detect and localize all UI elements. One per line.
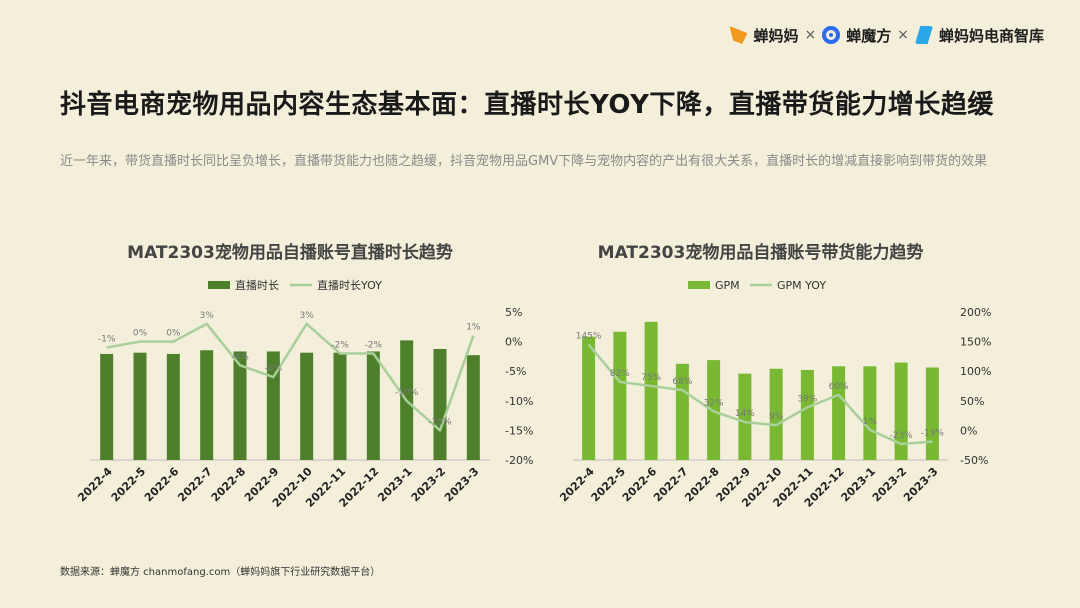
data-label: 68% <box>672 377 692 387</box>
bar <box>333 352 347 460</box>
legend-label-line: GPM YOY <box>777 279 826 292</box>
data-label: -2% <box>331 340 349 350</box>
x-tick-label: 2022-5 <box>109 465 148 504</box>
data-label: 0% <box>133 329 148 339</box>
brand-chanmofang: 蝉魔方 <box>846 26 892 45</box>
y2-tick-label: -20% <box>505 454 533 467</box>
bar <box>582 336 596 460</box>
data-label: 9% <box>769 412 784 422</box>
legend-label-line: 直播时长YOY <box>317 278 382 292</box>
data-label: -23% <box>889 431 913 441</box>
data-label: -19% <box>921 429 945 439</box>
yoy-line <box>587 343 933 446</box>
page-title: 抖音电商宠物用品内容生态基本面：直播时长YOY下降，直播带货能力增长趋缓 <box>60 90 994 120</box>
bar <box>613 331 627 460</box>
y2-tick-label: 5% <box>505 306 522 319</box>
y2-tick-label: 150% <box>960 336 991 349</box>
bar <box>300 352 314 460</box>
y2-tick-label: 0% <box>960 424 977 437</box>
bar <box>894 362 908 460</box>
legend-label-bar: GPM <box>715 279 740 292</box>
bar <box>266 351 280 460</box>
x-tick-label: 2023-2 <box>409 465 448 504</box>
bar <box>366 351 380 460</box>
bar <box>863 366 877 460</box>
data-label: -6% <box>265 364 283 374</box>
yoy-line <box>106 322 475 432</box>
page-subtitle: 近一年来，带货直播时长同比呈负增长，直播带货能力也随之趋缓，抖音宠物用品GMV下… <box>60 154 988 169</box>
gpm-chart: MAT2303宠物用品自播账号带货能力趋势 GPM GPM YOY 200% 150% 1… <box>557 242 991 510</box>
data-label: -4% <box>231 352 249 362</box>
brand-separator: × <box>897 27 909 43</box>
chart-title: MAT2303宠物用品自播账号带货能力趋势 <box>598 242 924 263</box>
bar <box>738 373 752 460</box>
data-label: 3% <box>300 311 315 321</box>
legend-swatch-bar <box>688 281 710 289</box>
data-label: 75% <box>641 373 661 383</box>
data-label: -10% <box>395 388 419 398</box>
y2-tick-label: 200% <box>960 306 991 319</box>
x-tick-label: 2022-4 <box>75 465 115 505</box>
x-tick-label: 2023-1 <box>375 465 414 504</box>
brand-zhiku: 蝉妈妈电商智库 <box>938 26 1044 45</box>
bar <box>644 321 658 460</box>
y2-tick-label: -5% <box>505 365 526 378</box>
data-label: 1% <box>863 417 878 427</box>
bar <box>133 352 147 460</box>
data-label: -1% <box>98 335 116 345</box>
brand-bar: 蝉妈妈 × 蝉魔方 × 蝉妈妈电商智库 <box>729 20 1044 50</box>
data-label: -2% <box>365 340 383 350</box>
y2-tick-label: 0% <box>505 336 522 349</box>
x-tick-label: 2022-7 <box>175 465 214 504</box>
bar <box>200 350 214 460</box>
legend-swatch-bar <box>208 281 230 289</box>
bar <box>100 353 114 460</box>
y2-tick-label: -15% <box>505 424 533 437</box>
bar <box>166 353 180 460</box>
data-label: 39% <box>797 394 817 404</box>
data-source-note: 数据来源：蝉魔方 chanmofang.com（蝉妈妈旗下行业研究数据平台） <box>60 567 381 578</box>
chart-title: MAT2303宠物用品自播账号直播时长趋势 <box>127 242 453 263</box>
chanmama-logo-icon <box>729 26 748 44</box>
data-label: -15% <box>428 417 452 427</box>
data-label: 32% <box>704 398 724 408</box>
data-label: 145% <box>576 332 602 342</box>
y2-tick-label: -50% <box>960 454 988 467</box>
zhiku-logo-icon <box>914 26 933 44</box>
x-tick-label: 2022-8 <box>209 465 248 504</box>
y2-tick-label: -10% <box>505 395 533 408</box>
data-label: 82% <box>610 369 630 379</box>
bar <box>433 349 447 460</box>
data-label: 1% <box>466 323 481 333</box>
legend-label-bar: 直播时长 <box>235 278 279 292</box>
data-label: 0% <box>166 329 181 339</box>
data-label: 3% <box>200 311 215 321</box>
bar <box>800 369 814 460</box>
brand-chanmama: 蝉妈妈 <box>753 26 799 45</box>
bar <box>675 363 689 460</box>
brand-separator: × <box>804 27 817 43</box>
bar <box>769 368 783 460</box>
bar <box>925 367 939 460</box>
x-tick-label: 2023-3 <box>901 465 940 504</box>
y2-tick-label: 50% <box>960 395 984 408</box>
y2-tick-label: 100% <box>960 365 991 378</box>
x-tick-label: 2022-6 <box>142 465 182 505</box>
x-tick-label: 2023-3 <box>442 465 481 504</box>
data-label: 60% <box>829 382 849 392</box>
data-label: 14% <box>735 409 755 419</box>
bar <box>466 355 480 460</box>
bar <box>233 351 247 460</box>
chanmofang-logo-icon <box>822 26 841 44</box>
bar <box>832 366 846 460</box>
